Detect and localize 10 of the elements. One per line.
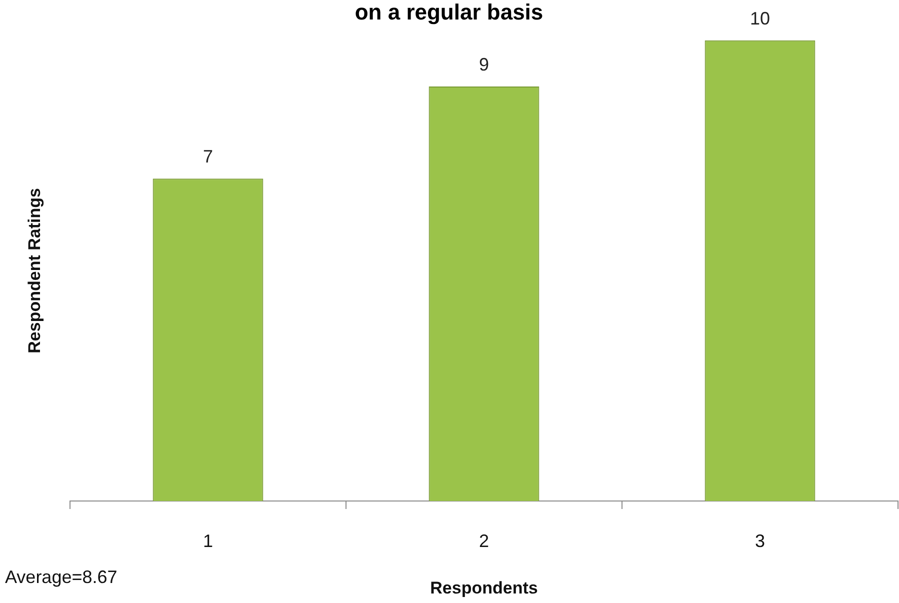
x-tick-label: 3 <box>754 530 766 551</box>
x-tick-label: 1 <box>202 530 214 551</box>
x-tick-label: 2 <box>478 530 490 551</box>
data-label: 7 <box>202 146 214 167</box>
x-axis-title: Respondents <box>430 578 538 598</box>
chart-title: on a regular basis <box>354 0 544 24</box>
data-label: 10 <box>750 8 770 28</box>
y-axis-title: Respondent Ratings <box>24 188 44 354</box>
text: Average=8.67 <box>5 566 118 587</box>
data-label: 9 <box>478 54 490 74</box>
